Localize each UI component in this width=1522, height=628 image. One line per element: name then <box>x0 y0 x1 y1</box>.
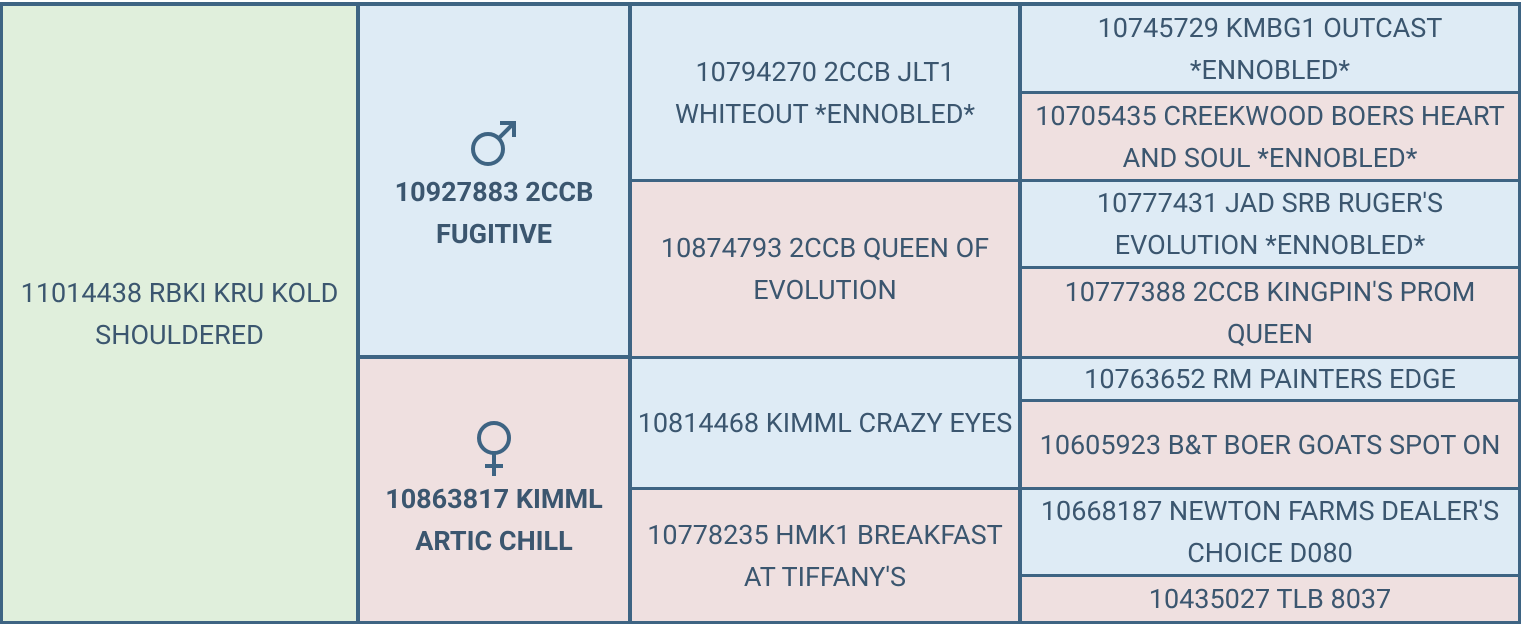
great-grandparent-name: 10745729 KMBG1 OUTCAST *ENNOBLED* <box>1097 11 1443 86</box>
great-grandparent-cell: 10705435 CREEKWOOD BOERS HEART AND SOUL … <box>1022 94 1518 179</box>
male-icon <box>471 120 516 166</box>
great-grandparent-name: 10435027 TLB 8037 <box>1148 583 1392 615</box>
great-grandparent-cell: 10777388 2CCB KINGPIN'S PROM QUEEN <box>1022 269 1518 356</box>
great-grandparent-name: 10777388 2CCB KINGPIN'S PROM QUEEN <box>1064 275 1476 350</box>
great-grandparent-name: 10605923 B&T BOER GOATS SPOT ON <box>1039 428 1501 461</box>
great-grandparent-cell: 10745729 KMBG1 OUTCAST *ENNOBLED* <box>1022 6 1518 91</box>
great-grandparent-name: 10763652 RM PAINTERS EDGE <box>1084 363 1456 395</box>
great-grandparent-cell: 10763652 RM PAINTERS EDGE <box>1022 359 1518 399</box>
grandparent-cell: 10778235 HMK1 BREAKFAST AT TIFFANY'S <box>632 490 1018 621</box>
great-grandparent-name: 10668187 NEWTON FARMS DEALER'S CHOICE D0… <box>1040 495 1500 569</box>
great-grandparent-name: 10705435 CREEKWOOD BOERS HEART AND SOUL … <box>1035 99 1505 174</box>
grandparent-cell: 10874793 2CCB QUEEN OF EVOLUTION <box>632 182 1018 356</box>
great-grandparent-cell: 10777431 JAD SRB RUGER'S EVOLUTION *ENNO… <box>1022 182 1518 266</box>
grandparent-name: 10814468 KIMML CRAZY EYES <box>637 407 1013 439</box>
grandparent-cell: 10814468 KIMML CRAZY EYES <box>632 359 1018 487</box>
great-grandparent-cell: 10668187 NEWTON FARMS DEALER'S CHOICE D0… <box>1022 490 1518 574</box>
subject-cell: 11014438 RBKI KRU KOLD SHOULDERED <box>3 6 356 621</box>
grandparent-name: 10794270 2CCB JLT1 WHITEOUT *ENNOBLED* <box>674 55 976 130</box>
dam-cell: 10863817 KIMML ARTIC CHILL <box>360 359 628 621</box>
subject-name: 11014438 RBKI KRU KOLD SHOULDERED <box>20 276 339 351</box>
sire-cell: 10927883 2CCB FUGITIVE <box>360 6 628 355</box>
female-icon <box>477 421 511 476</box>
great-grandparent-cell: 10605923 B&T BOER GOATS SPOT ON <box>1022 402 1518 487</box>
sire-name: 10927883 2CCB FUGITIVE <box>394 175 594 250</box>
grandparent-name: 10874793 2CCB QUEEN OF EVOLUTION <box>660 232 990 306</box>
great-grandparent-cell: 10435027 TLB 8037 <box>1022 577 1518 621</box>
great-grandparent-name: 10777431 JAD SRB RUGER'S EVOLUTION *ENNO… <box>1096 187 1444 261</box>
grandparent-cell: 10794270 2CCB JLT1 WHITEOUT *ENNOBLED* <box>632 6 1018 179</box>
dam-name: 10863817 KIMML ARTIC CHILL <box>385 483 603 557</box>
grandparent-name: 10778235 HMK1 BREAKFAST AT TIFFANY'S <box>647 518 1003 593</box>
